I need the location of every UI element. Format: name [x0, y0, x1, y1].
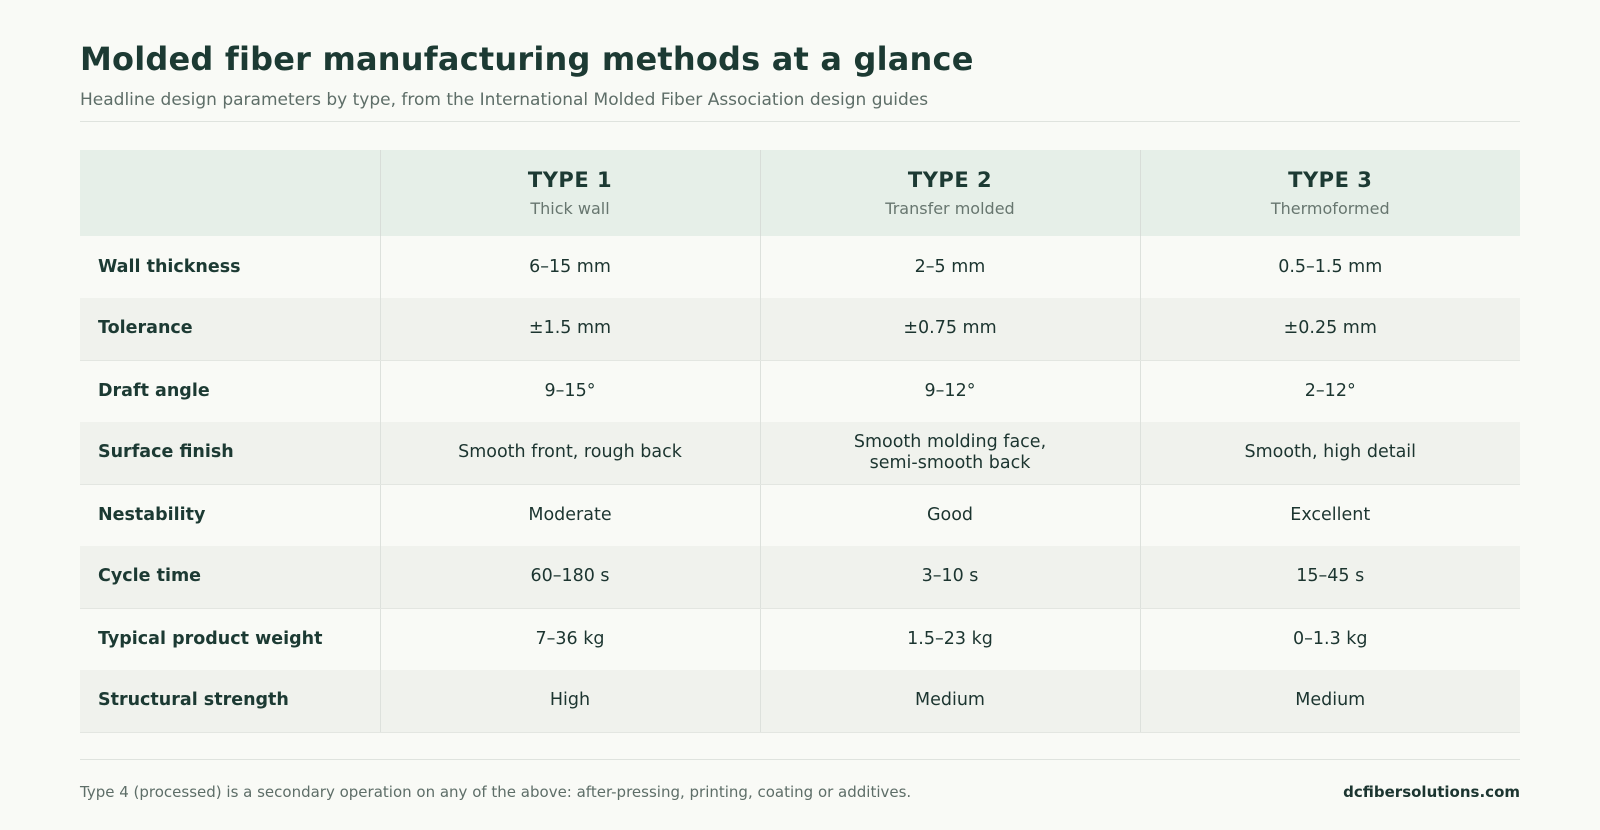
table-cell-type-2: 2–5 mm	[759, 236, 1140, 298]
row-label: Tolerance	[80, 298, 380, 361]
row-label: Nestability	[80, 484, 380, 546]
table-cell-type-1: High	[379, 670, 760, 733]
column-header-type-3: TYPE 3 Thermoformed	[1139, 150, 1520, 236]
table-row: Tolerance ±1.5 mm ±0.75 mm ±0.25 mm	[80, 298, 1520, 361]
table-cell-type-1: 6–15 mm	[379, 236, 760, 298]
table-cell-type-3: 0–1.3 kg	[1139, 608, 1520, 670]
row-label: Surface finish	[80, 422, 380, 485]
table-cell-type-3: Smooth, high detail	[1139, 422, 1520, 485]
row-label: Wall thickness	[80, 236, 380, 298]
table-cell-type-3: 15–45 s	[1139, 546, 1520, 609]
footer-divider	[80, 759, 1520, 760]
row-label: Draft angle	[80, 360, 380, 422]
column-type-subtitle: Thermoformed	[1270, 199, 1390, 218]
table-cell-type-2: 1.5–23 kg	[759, 608, 1140, 670]
column-type-name: TYPE 2	[907, 168, 993, 192]
table-cell-type-1: 60–180 s	[379, 546, 760, 609]
table-header-row: TYPE 1 Thick wall TYPE 2 Transfer molded…	[80, 150, 1520, 236]
table-row: Wall thickness 6–15 mm 2–5 mm 0.5–1.5 mm	[80, 236, 1520, 298]
table-row: Surface finish Smooth front, rough back Sm…	[80, 422, 1520, 485]
table-cell-type-3: Excellent	[1139, 484, 1520, 546]
table-row: Draft angle 9–15° 9–12° 2–12°	[80, 360, 1520, 422]
table-cell-type-3: 0.5–1.5 mm	[1139, 236, 1520, 298]
page-title: Molded fiber manufacturing methods at a …	[80, 40, 974, 78]
table-row: Nestability Moderate Good Excellent	[80, 484, 1520, 546]
table-cell-type-2: Good	[759, 484, 1140, 546]
table-row: Cycle time 60–180 s 3–10 s 15–45 s	[80, 546, 1520, 609]
site-url: dcfibersolutions.com	[1343, 783, 1520, 801]
table-cell-type-3: 2–12°	[1139, 360, 1520, 422]
corner-cell	[80, 150, 380, 236]
table-cell-type-2: 3–10 s	[759, 546, 1140, 609]
table-cell-type-1: Smooth front, rough back	[379, 422, 760, 485]
table-cell-type-1: ±1.5 mm	[379, 298, 760, 361]
column-header-type-2: TYPE 2 Transfer molded	[759, 150, 1140, 236]
table-cell-type-2: ±0.75 mm	[759, 298, 1140, 361]
column-type-subtitle: Thick wall	[530, 199, 610, 218]
header-divider	[80, 121, 1520, 122]
footnote: Type 4 (processed) is a secondary operat…	[80, 783, 912, 801]
column-header-type-1: TYPE 1 Thick wall	[379, 150, 760, 236]
table-cell-type-3: Medium	[1139, 670, 1520, 733]
column-type-name: TYPE 1	[527, 168, 613, 192]
column-type-subtitle: Transfer molded	[885, 199, 1015, 218]
table-row: Typical product weight 7–36 kg 1.5–23 kg 0–…	[80, 608, 1520, 670]
column-type-name: TYPE 3	[1288, 168, 1373, 192]
table-body: Wall thickness 6–15 mm 2–5 mm 0.5–1.5 mm Tol…	[80, 236, 1520, 733]
table-cell-type-1: 9–15°	[379, 360, 760, 422]
table-cell-type-2: Medium	[759, 670, 1140, 733]
row-label: Structural strength	[80, 670, 380, 733]
row-label: Cycle time	[80, 546, 380, 609]
table-row: Structural strength High Medium Medium	[80, 670, 1520, 733]
table-cell-type-1: 7–36 kg	[379, 608, 760, 670]
table-cell-type-2: 9–12°	[759, 360, 1140, 422]
table-cell-type-1: Moderate	[379, 484, 760, 546]
comparison-table: TYPE 1 Thick wall TYPE 2 Transfer molded…	[80, 150, 1520, 733]
table-cell-type-3: ±0.25 mm	[1139, 298, 1520, 361]
table-cell-type-2: Smooth molding face, semi-smooth back	[759, 422, 1140, 485]
row-label: Typical product weight	[80, 608, 380, 670]
page-subtitle: Headline design parameters by type, from…	[80, 90, 929, 110]
